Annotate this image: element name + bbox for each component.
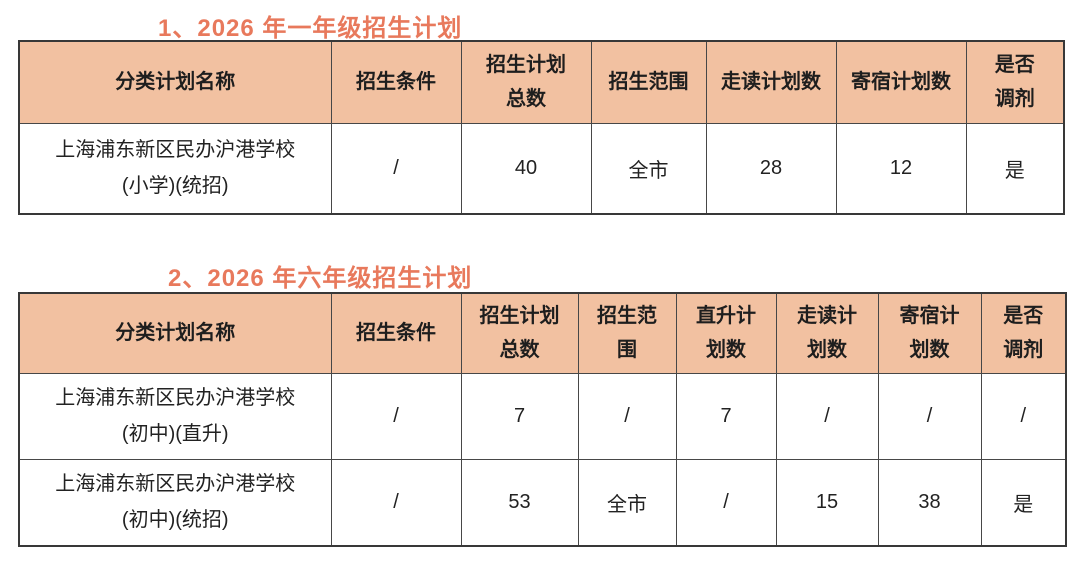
header-line: 划数 — [706, 339, 746, 362]
cell-boarding-plan: / — [877, 372, 982, 460]
header-line: 招生范围 — [608, 71, 689, 94]
cell-adjustable: 是 — [965, 122, 1065, 215]
cell-scope: / — [577, 372, 677, 460]
cell-school-name: 上海浦东新区民办沪港学校 (初中)(统招) — [18, 458, 332, 547]
cell-direct-plan: 7 — [675, 372, 777, 460]
header-day-plan: 走读计划数 — [775, 292, 879, 374]
grade1-enrollment-table: 分类计划名称 招生条件 招生计划总数 招生范围 走读计划数 寄宿计划数 是否调剂… — [18, 40, 1065, 215]
cell-condition: / — [330, 372, 462, 460]
header-total-plan: 招生计划 总数 — [460, 40, 592, 124]
header-line: 总数 — [499, 339, 540, 362]
header-line: 分类计划名称 — [115, 71, 236, 94]
section-2-title: 2、2026 年六年级招生计划 — [168, 265, 473, 292]
header-boarding-plan: 寄宿计划数 — [877, 292, 982, 374]
table-row: 上海浦东新区民办沪港学校 (小学)(统招) / 40 全市 28 12 是 — [18, 122, 1065, 215]
header-adjustable: 是否 调剂 — [965, 40, 1065, 124]
school-name-line: (小学)(统招) — [121, 175, 229, 198]
header-scope: 招生范围 — [590, 40, 707, 124]
header-total-plan: 招生计划 总数 — [460, 292, 579, 374]
cell-direct-plan: / — [675, 458, 777, 547]
header-line: 是否 — [1003, 305, 1044, 328]
header-line: 围 — [617, 339, 637, 362]
school-name-line: (初中)(统招) — [121, 509, 229, 532]
school-name-line: 上海浦东新区民办沪港学校 — [55, 139, 296, 162]
header-line: 划数 — [807, 339, 847, 362]
header-line: 招生范 — [597, 305, 657, 328]
header-line: 寄宿计划数 — [851, 71, 951, 94]
table-header-row: 分类计划名称 招生条件 招生计划总数 招生范围 直升计划数 走读计划数 寄宿计划… — [18, 292, 1067, 374]
cell-day-plan: 28 — [705, 122, 837, 215]
header-line: 是否 — [994, 54, 1035, 77]
cell-total-plan: 53 — [460, 458, 579, 547]
table-row: 上海浦东新区民办沪港学校 (初中)(直升) / 7 / 7 / / / — [18, 372, 1067, 460]
cell-total-plan: 7 — [460, 372, 579, 460]
header-line: 招生条件 — [356, 71, 436, 94]
school-name-line: 上海浦东新区民办沪港学校 — [55, 473, 296, 496]
header-direct-plan: 直升计 划数 — [675, 292, 777, 374]
header-scope: 招生范围 — [577, 292, 677, 374]
header-line: 调剂 — [1003, 339, 1044, 362]
header-line: 招生计划 — [479, 305, 560, 328]
header-line: 招生计划 — [486, 54, 566, 77]
header-condition: 招生条件 — [330, 292, 462, 374]
header-plan-name: 分类计划名称 — [18, 292, 332, 374]
header-line: 招生条件 — [356, 322, 436, 345]
cell-day-plan: / — [775, 372, 879, 460]
cell-day-plan: 15 — [775, 458, 879, 547]
header-boarding-plan: 寄宿计划数 — [835, 40, 967, 124]
header-adjustable: 是否 调剂 — [980, 292, 1067, 374]
header-line: 划数 — [909, 339, 950, 362]
school-name-line: (初中)(直升) — [121, 423, 229, 445]
header-line: 寄宿计 — [899, 305, 960, 328]
header-line: 调剂 — [994, 88, 1035, 111]
grade6-enrollment-table: 分类计划名称 招生条件 招生计划总数 招生范围 直升计划数 走读计划数 寄宿计划… — [18, 292, 1067, 547]
table-row: 上海浦东新区民办沪港学校 (初中)(统招) / 53 全市 / 15 38 是 — [18, 458, 1067, 547]
cell-boarding-plan: 38 — [877, 458, 982, 547]
section-1-title: 1、2026 年一年级招生计划 — [158, 15, 463, 42]
table-header-row: 分类计划名称 招生条件 招生计划总数 招生范围 走读计划数 寄宿计划数 是否调剂 — [18, 40, 1065, 124]
school-name-line: 上海浦东新区民办沪港学校 — [55, 387, 296, 409]
cell-condition: / — [330, 122, 462, 215]
header-day-plan: 走读计划数 — [705, 40, 837, 124]
header-line: 走读计划数 — [721, 71, 821, 94]
header-line: 直升计 — [696, 305, 756, 328]
cell-adjustable: / — [980, 372, 1067, 460]
header-line: 分类计划名称 — [115, 322, 236, 345]
cell-scope: 全市 — [590, 122, 707, 215]
cell-total-plan: 40 — [460, 122, 592, 215]
cell-condition: / — [330, 458, 462, 547]
header-line: 走读计 — [797, 305, 857, 328]
header-plan-name: 分类计划名称 — [18, 40, 332, 124]
cell-school-name: 上海浦东新区民办沪港学校 (初中)(直升) — [18, 372, 332, 460]
header-line: 总数 — [506, 88, 546, 111]
cell-adjustable: 是 — [980, 458, 1067, 547]
cell-school-name: 上海浦东新区民办沪港学校 (小学)(统招) — [18, 122, 332, 215]
cell-scope: 全市 — [577, 458, 677, 547]
cell-boarding-plan: 12 — [835, 122, 967, 215]
header-condition: 招生条件 — [330, 40, 462, 124]
